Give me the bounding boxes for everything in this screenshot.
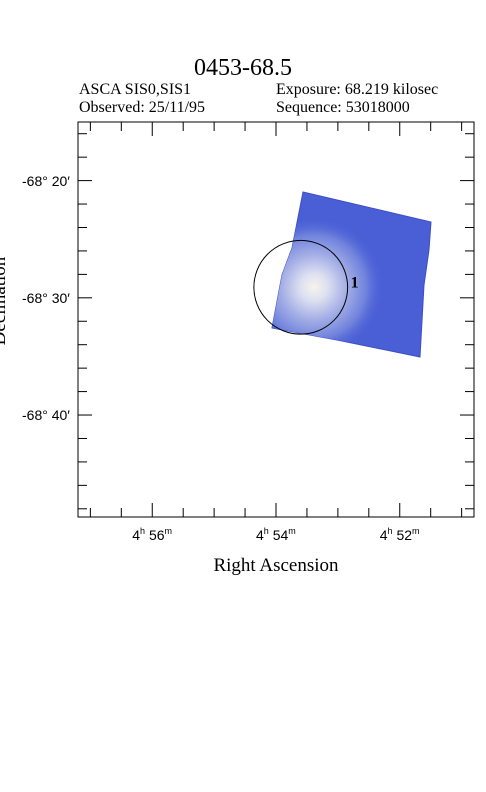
axis-ticks [78, 122, 474, 517]
y-axis-title: Declination [0, 256, 10, 346]
y-tick-label: -68° 20′ [22, 172, 70, 189]
exposure-label: Exposure: 68.219 kilosec [276, 81, 439, 98]
observed-label: Observed: 25/11/95 [79, 99, 206, 116]
y-tick-label: -68° 30′ [22, 289, 70, 306]
source-region-circle [253, 239, 349, 335]
y-tick-label: -68° 40′ [22, 407, 70, 424]
source-emission [272, 192, 431, 357]
instrument-label: ASCA SIS0,SIS1 [79, 81, 192, 98]
x-axis-title: Right Ascension [213, 555, 339, 576]
x-tick-label: 4h 54m [256, 526, 296, 543]
x-tick-label: 4h 56m [132, 526, 173, 543]
chart-title: 0453-68.5 [194, 55, 292, 81]
source-region-label: 1 [351, 274, 359, 291]
x-tick-label: 4h 52m [379, 526, 420, 543]
sequence-label: Sequence: 53018000 [276, 99, 410, 116]
